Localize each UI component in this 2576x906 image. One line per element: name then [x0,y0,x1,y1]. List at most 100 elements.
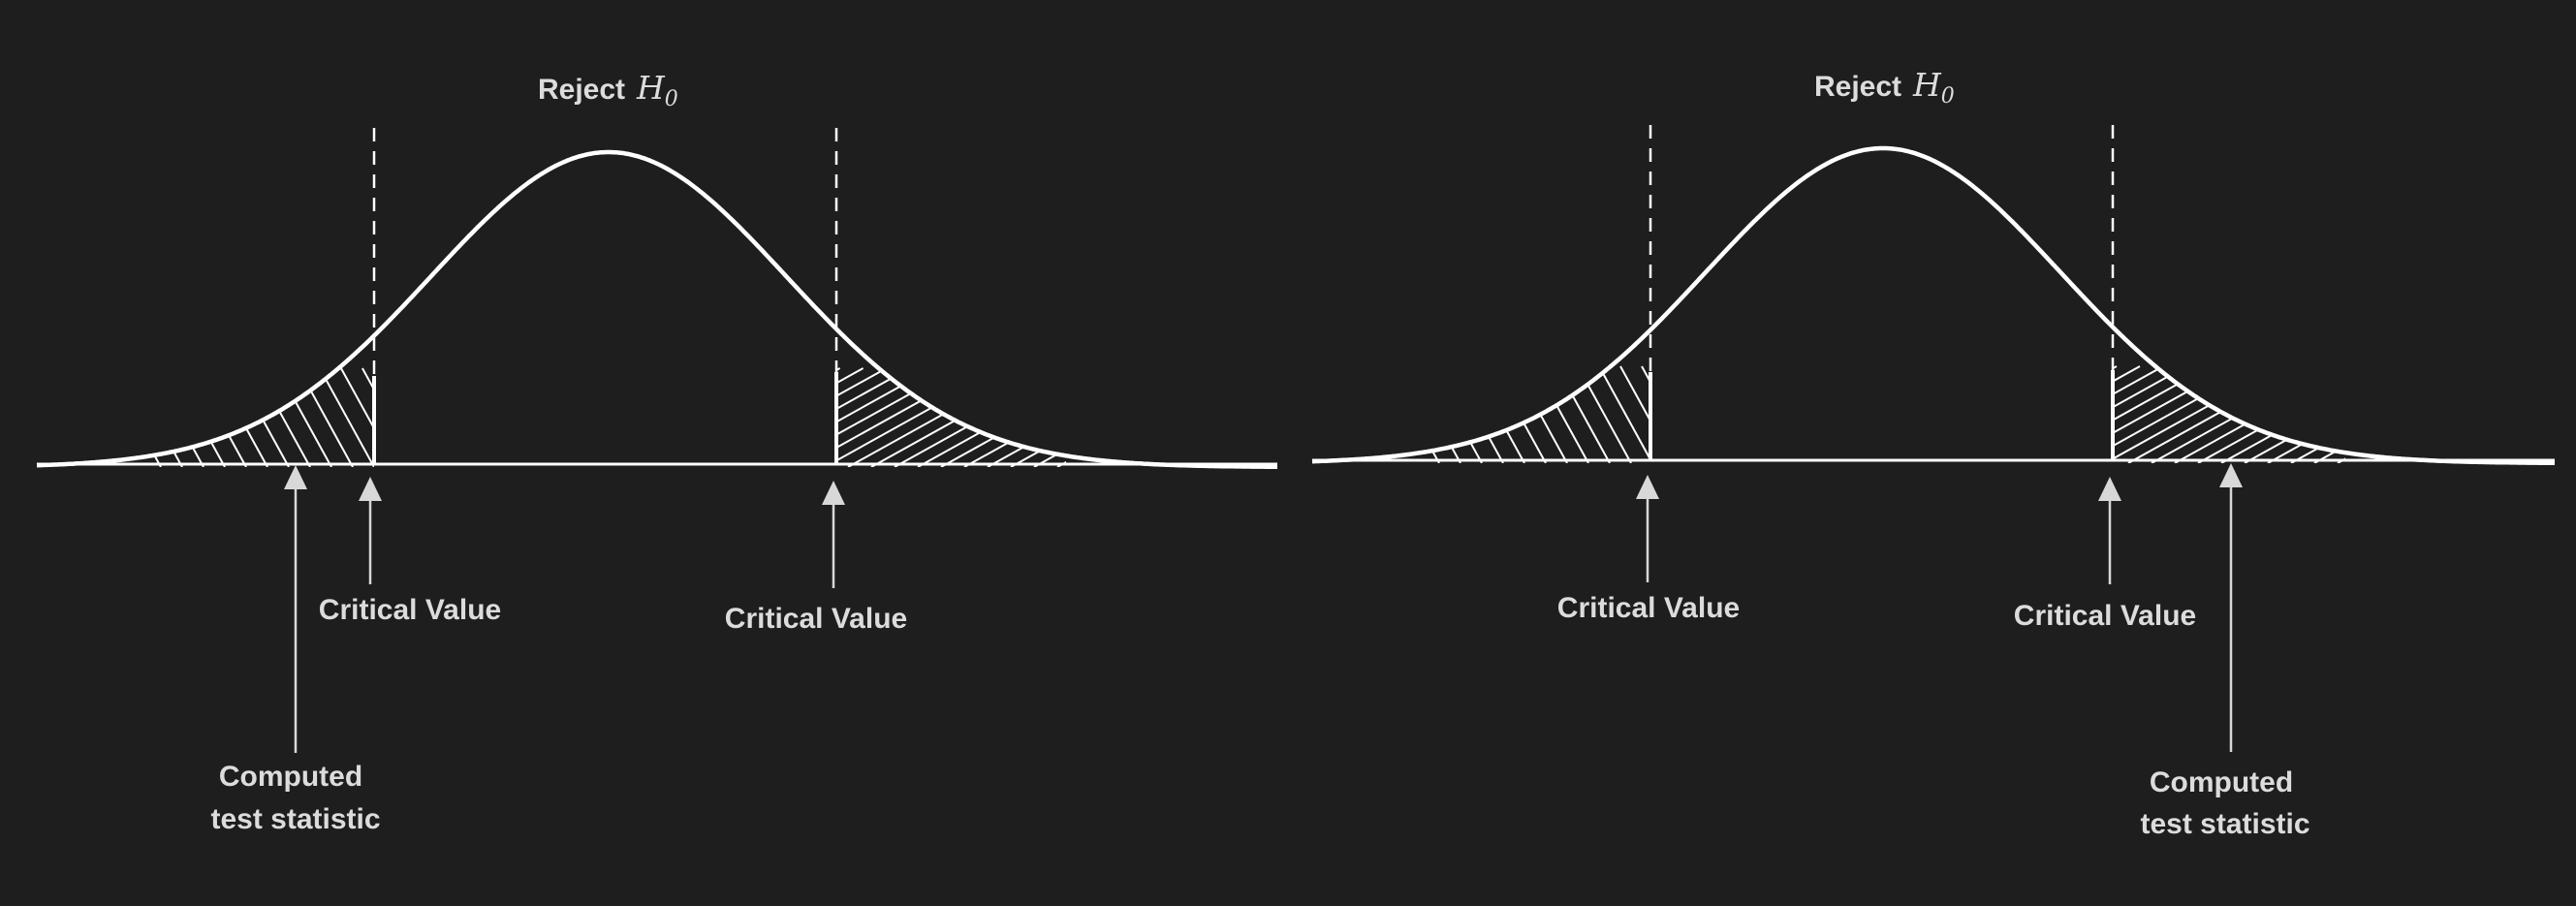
hatch-stroke [2151,365,2327,463]
hatch-stroke [836,367,911,467]
hatch-stroke [298,367,354,467]
hatch-stroke [1258,366,1311,463]
hatch-stroke [1684,366,1738,463]
hatch-stroke [1174,368,1352,467]
hatch-stroke [64,368,118,467]
hatch-stroke [1194,366,1247,463]
critical-value-arrow-right [822,481,845,588]
hatch-stroke [1150,368,1329,467]
hatch-stroke [2113,365,2187,463]
hatch-stroke [2524,366,2576,463]
test-statistic-label-line2: test statistic [2140,808,2309,840]
test-statistic-arrow [2219,463,2243,752]
hatch-stroke [836,367,934,467]
bell-curve [36,149,1277,469]
critical-value-label-left: Critical Value [319,594,501,626]
hatch-stroke [1420,365,1440,463]
hatch-stroke [2431,366,2576,463]
hatch-stroke [384,368,438,467]
hatch-stroke [2127,365,2304,463]
hatch-stroke [2477,366,2576,463]
hatch-stroke [1104,368,1282,467]
hatch-stroke [1322,366,1375,463]
hatch-stroke [940,367,1066,467]
hatch-stroke [2113,365,2234,463]
h0-symbol: H0 [1912,66,1955,109]
hatch-stroke [987,367,1066,467]
hatch-stroke [1748,366,1802,463]
hatch-stroke [2113,365,2211,463]
hatch-stroke [426,368,481,467]
critical-value-arrow-right [2098,477,2121,584]
hatch-stroke [1056,367,1066,467]
hatch-stroke [2267,365,2345,463]
left-tail-hatch [1194,365,1844,463]
hatch-stroke [2454,366,2576,463]
critical-value-label-left: Critical Value [1557,592,1740,624]
right-tail-hatch [1919,365,2576,463]
hatch-stroke [836,367,841,467]
hatch-stroke [1555,365,1611,463]
hatch-stroke [1215,366,1269,463]
hatch-stroke [2113,365,2118,463]
hatch-stroke [1127,368,1305,467]
hatch-stroke [0,368,12,467]
left-tail-hatch [0,367,566,467]
hatch-stroke [1727,366,1780,463]
test-statistic-arrow [284,465,307,753]
hatch-stroke [2113,365,2280,463]
hatch-stroke [847,367,1027,467]
hatch-stroke [1197,368,1375,467]
critical-value-arrow-left [1636,475,1659,582]
hatch-stroke [836,367,958,467]
hatch-stroke [0,368,54,467]
hatch-stroke [1791,366,1844,463]
hatch-stroke [1081,368,1259,467]
hatch-stroke [490,368,545,467]
hatch-stroke [1619,365,1650,463]
right-tail-hatch [639,367,1398,467]
hatch-stroke [512,368,566,467]
test-statistic-label-line1: Computed [219,761,362,793]
hatch-stroke [1220,368,1398,467]
hatch-stroke [2500,366,2576,463]
hatch-stroke [2220,365,2345,463]
hatch-stroke [836,367,1004,467]
hatch-stroke [1033,367,1066,467]
reject-h0-title: Reject [1814,71,1901,103]
hatch-stroke [361,367,374,467]
hatch-stroke [1279,366,1333,463]
hatch-stroke [340,367,374,467]
hatch-stroke [0,368,33,467]
hatch-stroke [21,368,76,467]
hatch-stroke [1343,366,1397,463]
hatch-stroke [1449,365,1504,463]
hatch-stroke [145,367,162,467]
hatch-stroke [85,368,140,467]
hatch-stroke [639,368,817,467]
hatch-stroke [1919,366,2093,463]
h0-symbol: H0 [636,69,678,111]
hatch-stroke [405,368,459,467]
hatch-stroke [191,367,247,467]
hatch-stroke [2361,366,2535,463]
critical-value-arrow-left [359,477,382,584]
hatch-stroke [43,368,97,467]
panel-left: Reject H0 [0,69,1398,835]
hatch-stroke [2384,366,2559,463]
hatch-stroke [2313,365,2345,463]
hatch-stroke [1770,366,1823,463]
critical-value-label-right: Critical Value [725,603,907,635]
test-statistic-label-line1: Computed [2150,766,2293,798]
hatch-stroke [1598,365,1650,463]
hatch-stroke [448,368,502,467]
hatch-stroke [2407,366,2576,463]
hatch-stroke [1365,366,1418,463]
hatch-stroke [836,367,888,467]
hatch-stroke [1663,366,1716,463]
hatch-stroke [1237,366,1290,463]
reject-h0-title: Reject [538,74,625,106]
hatch-stroke [234,367,290,467]
hatch-stroke [212,367,268,467]
hatch-stroke [1577,365,1632,463]
